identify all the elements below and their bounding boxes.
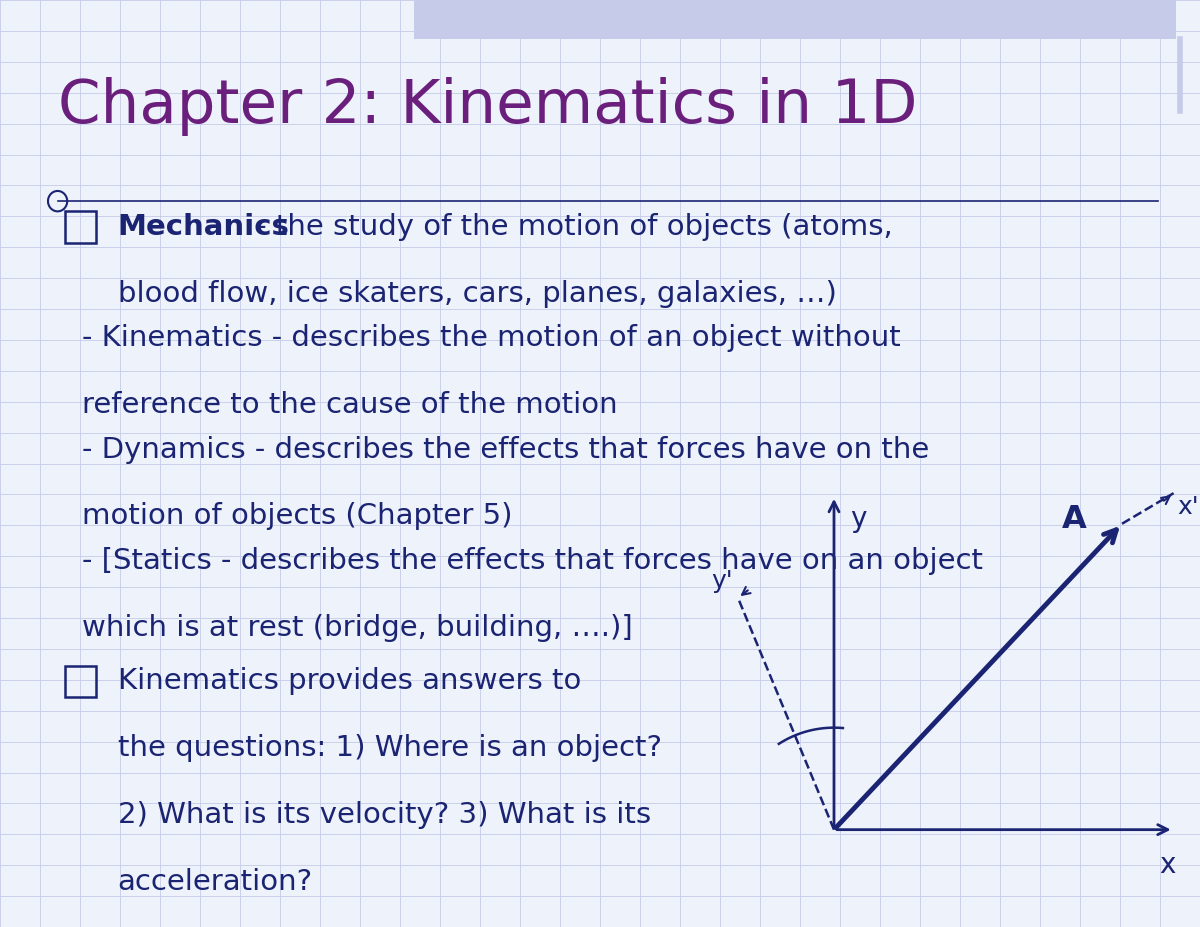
Text: blood flow, ice skaters, cars, planes, galaxies, …): blood flow, ice skaters, cars, planes, g… — [118, 280, 836, 308]
Text: acceleration?: acceleration? — [118, 868, 313, 895]
Text: y': y' — [712, 569, 733, 593]
Text: x: x — [1159, 851, 1176, 879]
Text: - the study of the motion of objects (atoms,: - the study of the motion of objects (at… — [247, 213, 893, 241]
Text: - Kinematics - describes the motion of an object without: - Kinematics - describes the motion of a… — [82, 324, 900, 352]
Text: which is at rest (bridge, building, ….)]: which is at rest (bridge, building, ….)] — [82, 614, 632, 641]
Text: motion of objects (Chapter 5): motion of objects (Chapter 5) — [82, 502, 512, 530]
Text: Chapter 2: Kinematics in 1D: Chapter 2: Kinematics in 1D — [58, 77, 917, 136]
Text: reference to the cause of the motion: reference to the cause of the motion — [82, 391, 617, 419]
Text: y: y — [850, 505, 866, 533]
Text: the questions: 1) Where is an object?: the questions: 1) Where is an object? — [118, 734, 661, 762]
Bar — [414, 0, 1176, 39]
Text: x': x' — [1177, 495, 1199, 519]
Text: 2) What is its velocity? 3) What is its: 2) What is its velocity? 3) What is its — [118, 801, 650, 829]
Text: A: A — [1062, 503, 1086, 535]
Text: - [Statics - describes the effects that forces have on an object: - [Statics - describes the effects that … — [82, 547, 983, 575]
Text: Mechanics: Mechanics — [118, 213, 289, 241]
Text: Kinematics provides answers to: Kinematics provides answers to — [118, 667, 581, 695]
Text: - Dynamics - describes the effects that forces have on the: - Dynamics - describes the effects that … — [82, 436, 929, 464]
